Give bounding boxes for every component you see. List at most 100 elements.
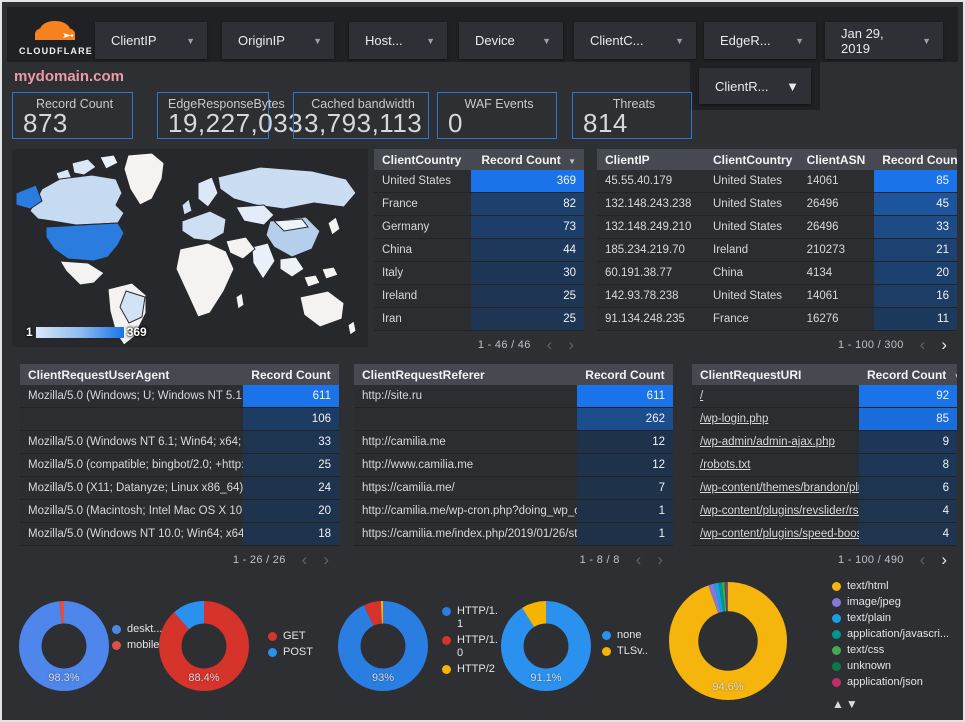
donut-chart-device-type[interactable]: 98.3% (17, 599, 111, 693)
legend-item[interactable]: mobile (112, 639, 162, 652)
legend-dot-icon (112, 625, 121, 634)
column-header-record-count[interactable]: Record Count ▼ (577, 368, 673, 382)
next-page-icon[interactable]: › (323, 550, 329, 569)
legend-dot-icon (832, 614, 841, 623)
legend-sort-arrows[interactable]: ▲▼ (832, 697, 860, 711)
column-header-record-count[interactable]: Record Count ▼ (481, 152, 576, 167)
donut-svg (158, 600, 250, 692)
scorecard-cached-bandwidth: Cached bandwidth 3,793,113 (293, 92, 429, 139)
donut-chart-tls-version[interactable]: 91.1% (499, 599, 593, 693)
uri-link[interactable]: / (700, 390, 704, 402)
table-cell: 60.191.38.77 (605, 267, 673, 279)
prev-page-icon[interactable]: ‹ (301, 550, 308, 569)
filter-label: Host... (365, 33, 403, 48)
legend-label: text/html (847, 580, 889, 592)
table-cell: China (713, 267, 744, 279)
scorecard-label: Cached bandwidth (311, 97, 415, 111)
page-title: mydomain.com (14, 68, 125, 85)
column-header-record-count[interactable]: Record Count ▼ (243, 368, 339, 382)
uri-link[interactable]: /wp-login.php (700, 413, 769, 425)
uri-link[interactable]: /wp-content/plugins/revslider/rs-p... (700, 505, 859, 517)
donut-chart-http-method[interactable]: 88.4% (157, 599, 251, 693)
table-row: /wp-content/plugins/speed-booste...4 (692, 523, 957, 546)
table-row: Italy 30 (374, 262, 584, 285)
column-header-clientrequesturi: ClientRequestURI (700, 367, 802, 382)
legend-item[interactable]: TLSv.. (602, 645, 648, 658)
column-header-clientcountry: ClientCountry (382, 152, 462, 167)
prev-page-icon[interactable]: ‹ (546, 335, 553, 354)
uri-link[interactable]: /wp-content/themes/brandon/plu... (700, 482, 859, 494)
donut-legend-tls-version: none TLSv.. (602, 626, 648, 661)
table-cell: Mozilla/5.0 (compatible; bingbot/2.0; +h… (28, 459, 244, 471)
legend-item[interactable]: application/json (832, 676, 949, 689)
legend-item[interactable]: text/css (832, 644, 949, 657)
legend-item[interactable]: POST (268, 646, 313, 659)
donut-percent-label: 93% (371, 672, 395, 684)
table-cell: 132.148.243.238 (605, 198, 692, 210)
scorecard-waf-events: WAF Events 0 (437, 92, 557, 139)
legend-item[interactable]: GET (268, 630, 313, 643)
record-count-cell: 369 (470, 170, 584, 192)
column-header-record-count[interactable]: Record Count ▼ (859, 368, 957, 382)
filter-clientip[interactable]: ClientIP ▼ (95, 22, 207, 59)
filter-edgeresponse[interactable]: EdgeR... ▼ (704, 22, 816, 59)
legend-item[interactable]: none (602, 629, 648, 642)
legend-item[interactable]: text/plain (832, 612, 949, 625)
uri-link[interactable]: /robots.txt (700, 459, 751, 471)
prev-page-icon[interactable]: ‹ (635, 550, 642, 569)
scorecard-value: 814 (583, 108, 628, 138)
filter-host[interactable]: Host... ▼ (349, 22, 447, 59)
record-count-cell: 1 (577, 500, 673, 522)
filter-date-range[interactable]: Jan 29, 2019 ▼ (825, 22, 943, 59)
legend-dot-icon (268, 648, 277, 657)
legend-item[interactable]: HTTP/2 (442, 663, 501, 676)
next-page-icon[interactable]: › (941, 550, 947, 569)
record-count-cell: 106 (243, 408, 339, 430)
next-page-icon[interactable]: › (568, 335, 574, 354)
donut-chart-content-type[interactable]: 94.6% (667, 580, 789, 702)
chevron-down-icon: ▼ (426, 35, 435, 46)
legend-item[interactable]: image/jpeg (832, 596, 949, 609)
record-count-cell: 12 (577, 431, 673, 453)
donut-svg (668, 581, 788, 701)
prev-page-icon[interactable]: ‹ (919, 335, 926, 354)
filter-clientcountry[interactable]: ClientC... ▼ (574, 22, 696, 59)
filter-originip[interactable]: OriginIP ▼ (222, 22, 334, 59)
prev-page-icon[interactable]: ‹ (919, 550, 926, 569)
legend-item[interactable]: HTTP/1.0 (442, 634, 501, 660)
filter-device[interactable]: Device ▼ (459, 22, 563, 59)
table-row: https://camilia.me/index.php/2019/01/26/… (354, 523, 673, 546)
legend-item[interactable]: application/javascri... (832, 628, 949, 641)
next-page-icon[interactable]: › (657, 550, 663, 569)
legend-label: unknown (847, 660, 892, 672)
uri-link[interactable]: /wp-content/plugins/speed-booste... (700, 528, 859, 540)
world-map-geo-chart[interactable]: 1 369 (12, 149, 368, 347)
legend-item[interactable]: text/html (832, 580, 949, 593)
legend-item[interactable]: deskt... (112, 623, 162, 636)
record-count-cell: 24 (243, 477, 339, 499)
table-row: Mozilla/5.0 (Windows; U; Windows NT 5.1;… (20, 385, 339, 408)
filter-clientrequest[interactable]: ClientR... ▼ (699, 68, 811, 104)
table-cell: 142.93.78.238 (605, 290, 679, 302)
chevron-down-icon: ▼ (186, 35, 195, 46)
next-page-icon[interactable]: › (941, 335, 947, 354)
record-count-cell: 20 (874, 262, 957, 284)
column-header-record-count[interactable]: Record Count ▼ (882, 152, 957, 167)
legend-item[interactable]: unknown (832, 660, 949, 673)
donut-percent-label: 98.3% (48, 672, 80, 684)
table-row: http://camilia.me 12 (354, 431, 673, 454)
world-map (15, 152, 357, 346)
table-cell (20, 408, 243, 430)
uri-link[interactable]: /wp-admin/admin-ajax.php (700, 436, 835, 448)
table-cell: United States (713, 175, 783, 187)
scorecard-label: WAF Events (464, 97, 534, 111)
legend-label: HTTP/1.1 (457, 605, 498, 630)
table-cell: Mozilla/5.0 (Windows NT 6.1; Win64; x64;… (28, 436, 243, 448)
donut-chart-http-version[interactable]: 93% (336, 599, 430, 693)
column-header-clientrequestuseragent: ClientRequestUserAgent (28, 367, 170, 382)
record-count-cell: 9 (858, 431, 957, 453)
legend-item[interactable]: HTTP/1.1 (442, 605, 501, 631)
scorecard-value: 19,227,033 (168, 108, 304, 138)
table-cell: Italy (382, 267, 404, 279)
table-cell: 14061 (806, 290, 839, 302)
